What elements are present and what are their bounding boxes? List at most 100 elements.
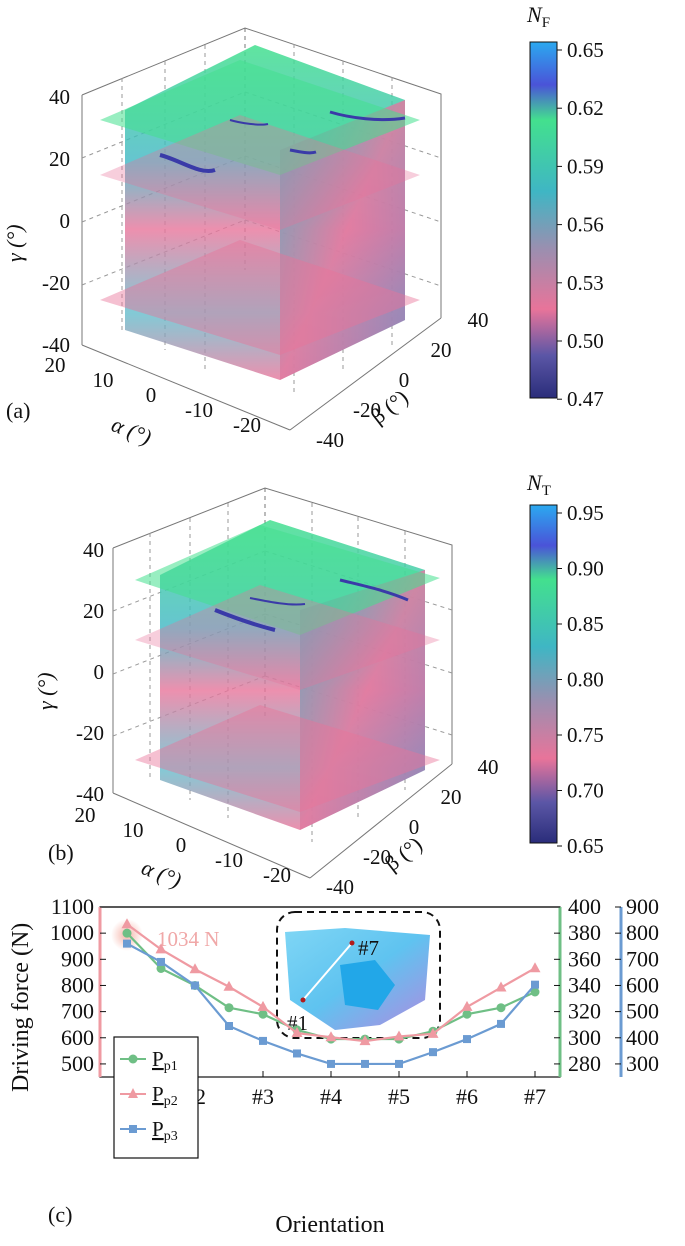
y-tick-label: 0 bbox=[409, 815, 420, 839]
panel-a-xlabel: α (°) bbox=[108, 411, 155, 449]
point-p1 bbox=[496, 1003, 506, 1013]
left-tick-label: 900 bbox=[61, 946, 94, 971]
x-tick-label: 20 bbox=[75, 803, 96, 827]
z-tick-label: -40 bbox=[42, 333, 70, 357]
x-tick-label: #3 bbox=[252, 1084, 274, 1109]
y-tick-label: -20 bbox=[363, 845, 391, 869]
x-tick-label: #6 bbox=[456, 1084, 478, 1109]
left-tick-label: 700 bbox=[61, 999, 94, 1024]
colorbar-tick-label: 0.90 bbox=[567, 557, 604, 581]
panel-c-series bbox=[121, 918, 541, 1068]
right-tick-label: 600 bbox=[626, 972, 659, 997]
point-p1 bbox=[462, 1009, 472, 1019]
point-p2 bbox=[495, 981, 507, 992]
point-p3 bbox=[361, 1059, 369, 1068]
panel-a-colorbar-label: NF bbox=[526, 2, 550, 31]
panel-b-xlabel: α (°) bbox=[138, 854, 185, 892]
right-tick-label: 300 bbox=[626, 1051, 659, 1076]
point-p3 bbox=[293, 1049, 301, 1058]
mid-tick-label: 360 bbox=[568, 946, 601, 971]
z-tick-label: 20 bbox=[49, 147, 70, 171]
mid-tick-label: 280 bbox=[568, 1051, 601, 1076]
point-p3 bbox=[327, 1059, 335, 1068]
z-tick-label: 40 bbox=[83, 538, 104, 562]
z-tick-label: -20 bbox=[42, 271, 70, 295]
panel-b-colorbar-ticks: 0.95 0.90 0.85 0.80 0.75 0.70 0.65 bbox=[557, 501, 604, 858]
panel-c-ylabel: Driving force (N) bbox=[8, 923, 34, 1092]
panel-c-label: (c) bbox=[48, 1202, 72, 1227]
x-tick-label: -10 bbox=[185, 398, 213, 422]
panel-a-volume bbox=[100, 45, 420, 380]
x-tick-label: 10 bbox=[93, 368, 114, 392]
y-tick-label: 20 bbox=[431, 338, 452, 362]
point-p1 bbox=[530, 987, 540, 997]
svg-text:Pp1: Pp1 bbox=[152, 1047, 178, 1074]
colorbar-tick-label: 0.65 bbox=[567, 38, 604, 62]
point-p3 bbox=[531, 980, 539, 989]
panel-b-colorbar-label: NT bbox=[526, 470, 551, 499]
point-p3 bbox=[429, 1048, 437, 1057]
y-tick-label: 0 bbox=[399, 368, 410, 392]
z-tick-label: 20 bbox=[83, 599, 104, 623]
right-tick-label: 900 bbox=[626, 894, 659, 919]
x-tick-label: #7 bbox=[524, 1084, 546, 1109]
left-tick-label: 1000 bbox=[50, 920, 94, 945]
right-tick-label: 400 bbox=[626, 1025, 659, 1050]
colorbar-tick-label: 0.56 bbox=[567, 213, 604, 237]
point-p3 bbox=[395, 1059, 403, 1068]
x-tick-label: 10 bbox=[123, 818, 144, 842]
colorbar-tick-label: 0.59 bbox=[567, 154, 604, 178]
colorbar-tick-label: 0.47 bbox=[567, 387, 604, 411]
left-tick-label: 500 bbox=[61, 1051, 94, 1076]
panel-c-inset: #7 #1 bbox=[276, 911, 441, 1039]
y-tick-label: -40 bbox=[316, 428, 344, 452]
x-tick-label: -20 bbox=[263, 863, 291, 887]
panel-a-x-ticks: 20 10 0 -10 -20 bbox=[45, 353, 262, 437]
colorbar-tick-label: 0.53 bbox=[567, 271, 604, 295]
panel-a-z-ticks: 40 20 0 -20 -40 bbox=[42, 85, 70, 357]
point-p2 bbox=[359, 1035, 371, 1046]
x-tick-label: #4 bbox=[320, 1084, 342, 1109]
x-tick-label: 20 bbox=[45, 353, 66, 377]
point-p2 bbox=[155, 943, 167, 954]
z-tick-label: -20 bbox=[76, 721, 104, 745]
panel-a-label: (a) bbox=[6, 398, 30, 423]
x-tick-label: -10 bbox=[215, 848, 243, 872]
svg-text:Pp2: Pp2 bbox=[152, 1082, 178, 1109]
panel-a-zlabel: γ (°) bbox=[2, 224, 27, 262]
panel-b-z-ticks: 40 20 0 -20 -40 bbox=[76, 538, 104, 806]
colorbar-tick-label: 0.65 bbox=[567, 834, 604, 858]
mid-tick-label: 380 bbox=[568, 920, 601, 945]
z-tick-label: -40 bbox=[76, 782, 104, 806]
mid-tick-label: 320 bbox=[568, 999, 601, 1024]
panel-b-ylabel: β (°) bbox=[380, 832, 427, 876]
z-tick-label: 40 bbox=[49, 85, 70, 109]
mid-tick-label: 340 bbox=[568, 972, 601, 997]
point-p3 bbox=[191, 981, 199, 990]
panel-b-colorbar bbox=[529, 504, 558, 844]
inset-label-7: #7 bbox=[358, 936, 379, 960]
colorbar-tick-label: 0.70 bbox=[567, 779, 604, 803]
point-p2 bbox=[257, 1000, 269, 1011]
point-p3 bbox=[225, 1022, 233, 1030]
y-tick-label: 40 bbox=[468, 308, 489, 332]
panel-c-xlabel: Orientation bbox=[275, 1212, 384, 1238]
right-tick-label: 500 bbox=[626, 999, 659, 1024]
x-tick-label: -20 bbox=[233, 413, 261, 437]
point-p2 bbox=[427, 1027, 439, 1038]
point-p3 bbox=[497, 1019, 505, 1028]
colorbar-tick-label: 0.75 bbox=[567, 723, 604, 747]
peak-annotation: 1034 N bbox=[157, 927, 219, 951]
y-tick-label: 20 bbox=[441, 785, 462, 809]
panel-a-colorbar bbox=[529, 41, 558, 399]
colorbar-tick-label: 0.80 bbox=[567, 668, 604, 692]
y-tick-label: 40 bbox=[478, 755, 499, 779]
legend-item-pp3: Pp3 bbox=[120, 1117, 178, 1144]
colorbar-tick-label: 0.85 bbox=[567, 612, 604, 636]
point-p2 bbox=[461, 1000, 473, 1011]
